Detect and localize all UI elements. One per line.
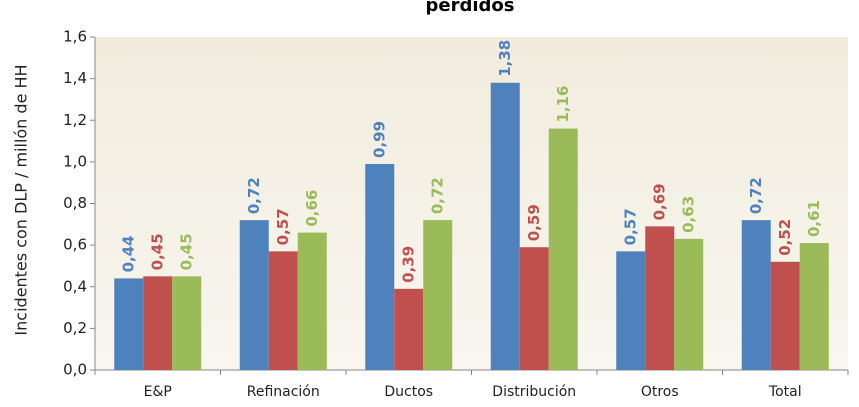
x-tick-label: E&P — [144, 384, 172, 400]
x-tick-label: Otros — [641, 384, 679, 400]
bar — [297, 232, 327, 370]
value-label: 0,72 — [245, 177, 263, 214]
bar — [423, 220, 453, 370]
value-label: 0,39 — [399, 246, 417, 283]
y-tick-label: 0,2 — [63, 319, 87, 337]
chart-title: perdidos — [426, 0, 515, 16]
value-label: 1,38 — [496, 40, 514, 77]
bar — [645, 226, 675, 370]
value-label: 0,52 — [776, 219, 794, 256]
y-tick-label: 0,8 — [63, 194, 87, 212]
value-label: 0,57 — [274, 208, 292, 245]
value-label: 0,66 — [303, 190, 321, 227]
y-tick-label: 0,6 — [63, 236, 87, 254]
bar — [114, 278, 144, 370]
bar — [143, 276, 173, 370]
bar — [616, 251, 646, 370]
y-tick-label: 1,6 — [63, 28, 87, 46]
value-label: 0,99 — [370, 121, 388, 158]
bar — [365, 163, 395, 370]
value-label: 0,45 — [177, 233, 195, 270]
bar — [674, 238, 704, 370]
y-axis-label: Incidentes con DLP / millón de HH — [12, 64, 31, 335]
bar — [519, 247, 549, 370]
x-tick-label: Ductos — [384, 384, 433, 400]
bar — [490, 82, 520, 370]
bar — [172, 276, 202, 370]
x-tick-label: Distribución — [492, 384, 576, 400]
value-label: 0,69 — [650, 183, 668, 220]
bar — [548, 128, 578, 370]
y-tick-label: 1,2 — [63, 111, 87, 129]
plot-area — [95, 37, 848, 370]
bar — [239, 220, 269, 370]
y-tick-label: 1,0 — [63, 152, 87, 170]
x-tick-label: Refinación — [247, 384, 320, 400]
y-tick-label: 1,4 — [63, 69, 87, 87]
value-label: 0,63 — [679, 196, 697, 233]
bar — [268, 251, 298, 370]
y-tick-label: 0,4 — [63, 277, 87, 295]
value-label: 1,16 — [554, 86, 572, 123]
bar — [770, 261, 800, 370]
value-label: 0,72 — [747, 177, 765, 214]
value-label: 0,61 — [805, 200, 823, 237]
value-label: 0,57 — [621, 208, 639, 245]
value-label: 0,72 — [428, 177, 446, 214]
x-tick-label: Total — [768, 384, 802, 400]
y-tick-label: 0,0 — [63, 361, 87, 379]
bar — [394, 288, 424, 370]
bar — [741, 220, 771, 370]
bar — [799, 243, 829, 370]
value-label: 0,44 — [119, 235, 137, 272]
value-label: 0,45 — [148, 233, 166, 270]
value-label: 0,59 — [525, 204, 543, 241]
